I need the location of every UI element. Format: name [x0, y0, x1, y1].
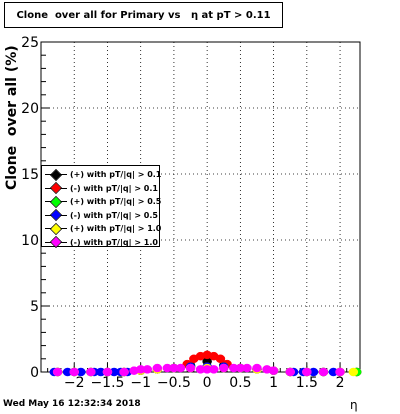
- diamond-marker-icon: [49, 222, 63, 235]
- diamond-marker-icon: [49, 182, 63, 195]
- diamond-marker-icon: [49, 236, 63, 249]
- y-axis-label: Clone over all (%): [4, 45, 20, 190]
- data-point: [302, 367, 312, 377]
- data-point: [86, 367, 96, 377]
- y-tick-label: 15: [21, 167, 39, 183]
- x-tick-label: 1: [269, 375, 278, 391]
- data-point: [242, 363, 252, 373]
- chart-title: Clone over all for Primary vs η at pT > …: [4, 2, 283, 28]
- legend-label: (+) with pT/|q| > 1.0: [70, 224, 162, 234]
- legend-entry: (+) with pT/|q| > 1.0: [42, 222, 162, 236]
- legend: (+) with pT/|q| > 0.1 (-) with pT/|q| > 0…: [41, 165, 162, 250]
- diamond-marker-icon: [49, 195, 63, 208]
- data-point: [335, 367, 345, 377]
- x-tick-label: −1.5: [90, 375, 124, 391]
- legend-marker: [42, 236, 70, 249]
- x-tick-label: 0.5: [229, 375, 251, 391]
- diamond-marker-icon: [49, 209, 63, 222]
- x-tick-label: −0.5: [157, 375, 191, 391]
- data-point: [119, 367, 129, 377]
- legend-marker: [42, 222, 70, 235]
- data-point: [102, 367, 113, 377]
- data-point: [348, 367, 359, 377]
- data-point: [52, 367, 63, 377]
- y-tick-label: 25: [21, 35, 39, 51]
- legend-label: (-) with pT/|q| > 1.0: [70, 237, 158, 247]
- legend-label: (-) with pT/|q| > 0.5: [70, 210, 158, 220]
- y-tick-label: 0: [30, 365, 39, 381]
- x-axis-label: η: [350, 398, 358, 412]
- data-point: [142, 365, 153, 374]
- data-point: [209, 365, 219, 374]
- legend-marker: [42, 182, 70, 195]
- legend-entry: (-) with pT/|q| > 0.5: [42, 209, 159, 223]
- legend-label: (+) with pT/|q| > 0.1: [70, 170, 162, 180]
- legend-entry: (+) with pT/|q| > 0.1: [42, 168, 162, 182]
- y-tick-label: 5: [30, 299, 39, 315]
- data-point: [175, 363, 186, 373]
- x-tick-label: 0: [203, 375, 212, 391]
- legend-label: (-) with pT/|q| > 0.1: [70, 183, 158, 193]
- data-point: [215, 354, 226, 364]
- diamond-marker-icon: [49, 168, 63, 181]
- data-point: [268, 366, 279, 375]
- data-point: [318, 367, 329, 377]
- legend-entry: (-) with pT/|q| > 1.0: [42, 236, 159, 250]
- legend-marker: [42, 168, 70, 181]
- x-tick-label: 1.5: [296, 375, 318, 391]
- footer-timestamp: Wed May 16 12:32:34 2018: [3, 399, 141, 409]
- data-point: [252, 363, 262, 373]
- data-point: [152, 363, 163, 373]
- legend-label: (+) with pT/|q| > 0.5: [70, 197, 162, 207]
- data-point: [69, 367, 79, 377]
- data-point: [219, 363, 229, 373]
- y-tick-label: 20: [21, 101, 39, 117]
- legend-marker: [42, 195, 70, 208]
- x-tick-label: −2: [64, 375, 85, 391]
- data-point: [185, 363, 196, 373]
- legend-entry: (+) with pT/|q| > 0.5: [42, 195, 162, 209]
- legend-entry: (-) with pT/|q| > 0.1: [42, 182, 159, 196]
- data-point: [285, 367, 295, 377]
- y-tick-label: 10: [21, 233, 39, 249]
- legend-marker: [42, 209, 70, 222]
- x-tick-label: −1: [130, 375, 151, 391]
- x-tick-label: 2: [336, 375, 345, 391]
